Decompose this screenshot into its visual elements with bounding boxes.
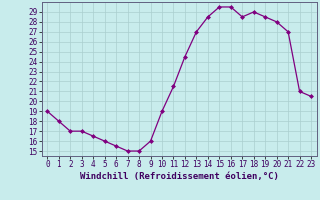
X-axis label: Windchill (Refroidissement éolien,°C): Windchill (Refroidissement éolien,°C) (80, 172, 279, 181)
